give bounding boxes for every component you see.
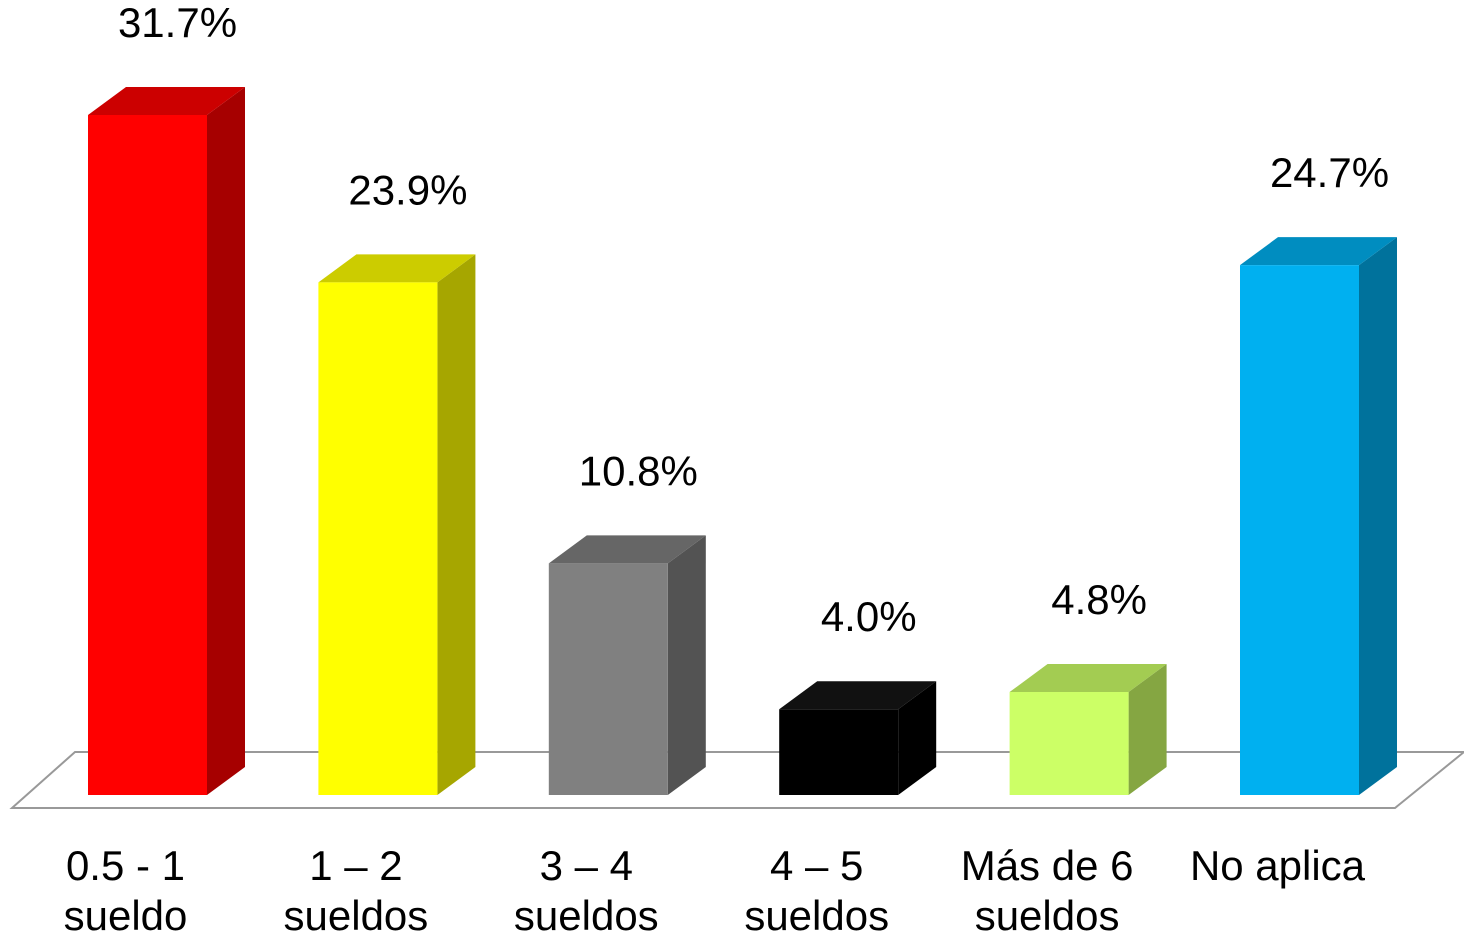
value-label: 31.7% (118, 0, 237, 46)
bar-front (318, 282, 438, 795)
bar-front (1240, 265, 1359, 795)
value-label: 4.0% (821, 593, 917, 640)
bar-side (437, 254, 476, 796)
bar-top (779, 681, 937, 710)
bar-top (1009, 664, 1167, 693)
bar-top (318, 254, 476, 283)
bar-side (667, 535, 706, 795)
x-tick-label: sueldos (514, 892, 659, 935)
value-label: 24.7% (1270, 149, 1389, 196)
x-tick-label: sueldos (744, 892, 889, 935)
bar (1240, 237, 1397, 796)
bar (88, 87, 245, 795)
x-tick-label: 1 – 2 (309, 842, 402, 889)
x-tick-label: Más de 6 (961, 842, 1134, 889)
bar-front (548, 563, 668, 795)
value-label: 10.8% (579, 447, 698, 494)
x-tick-label: 0.5 - 1 (66, 842, 185, 889)
bar-top (88, 87, 245, 115)
bar-top (1240, 237, 1397, 266)
value-label: 23.9% (348, 166, 467, 213)
bar (548, 535, 706, 795)
bar (1009, 664, 1167, 795)
x-tick-label: 3 – 4 (540, 842, 633, 889)
bar-top (548, 535, 706, 564)
bar (779, 681, 937, 795)
x-tick-label: sueldos (284, 892, 429, 935)
x-tick-label: sueldo (64, 892, 188, 935)
bar-side (207, 87, 245, 795)
bar-front (779, 709, 899, 795)
bar (318, 254, 476, 796)
value-label: 4.8% (1051, 576, 1147, 623)
bar-front (1009, 692, 1129, 795)
x-tick-label: 4 – 5 (770, 842, 863, 889)
bar-side (1359, 237, 1397, 796)
x-tick-label: No aplica (1190, 842, 1366, 889)
bar-front (88, 115, 207, 795)
bar-side (898, 681, 937, 795)
bar-side (1128, 664, 1167, 795)
x-tick-label: sueldos (975, 892, 1120, 935)
